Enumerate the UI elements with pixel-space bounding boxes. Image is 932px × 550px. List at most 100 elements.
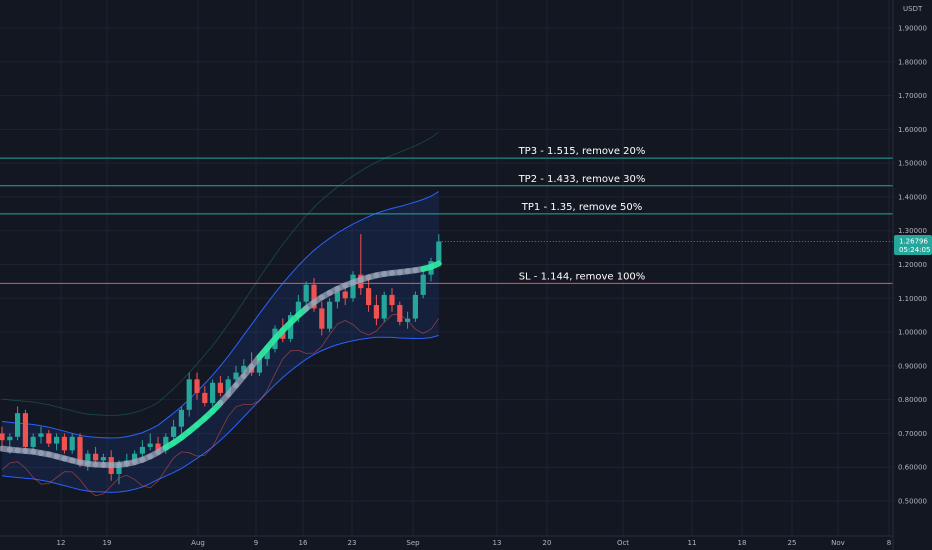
candle <box>46 430 52 447</box>
candle <box>69 433 75 454</box>
candle-body <box>350 274 356 299</box>
candle-body <box>15 413 21 437</box>
candle <box>186 372 192 417</box>
candle <box>436 234 442 265</box>
candle <box>420 271 426 299</box>
candle <box>373 294 379 326</box>
price-level-label: TP1 - 1.35, remove 50% <box>521 202 642 213</box>
candle-body <box>389 294 395 306</box>
last-price-label: 1.26796 <box>899 238 928 246</box>
candle <box>311 278 317 312</box>
candle-body <box>264 348 270 360</box>
countdown-label: 05:24:05 <box>899 246 930 254</box>
candle-body <box>319 308 325 329</box>
candle <box>397 301 403 326</box>
x-tick-label: 9 <box>254 539 258 547</box>
x-tick-label: 25 <box>788 539 797 547</box>
y-tick-label: 1.20000 <box>898 261 927 269</box>
y-tick-label: 1.80000 <box>898 58 927 66</box>
y-tick-label: 1.90000 <box>898 25 927 33</box>
candle-body <box>77 436 83 464</box>
candle <box>61 433 67 454</box>
candle-body <box>7 436 13 441</box>
band-outer <box>1 131 440 416</box>
bands <box>1 131 440 497</box>
y-tick-label: 0.90000 <box>898 362 927 370</box>
y-tick-label: 1.00000 <box>898 329 927 337</box>
candle-body <box>256 359 262 373</box>
candle-body <box>373 305 379 319</box>
band-lower <box>1 334 439 493</box>
y-tick-label: 0.50000 <box>898 498 927 506</box>
candle <box>202 386 208 407</box>
candle-body <box>303 284 309 302</box>
band-inner <box>1 313 440 497</box>
x-tick-label: 20 <box>543 539 552 547</box>
candle-body <box>295 301 301 316</box>
candle <box>210 379 216 407</box>
band-upper <box>1 191 440 439</box>
candle-body <box>405 318 411 322</box>
candle <box>288 311 294 343</box>
candle-body <box>69 436 75 451</box>
candle <box>412 291 418 322</box>
candle-body <box>54 436 60 444</box>
candle-body <box>171 426 177 437</box>
y-tick-label: 0.60000 <box>898 464 927 472</box>
candle <box>15 406 21 441</box>
last-price-badge-bg <box>894 235 932 255</box>
x-tick-label: Nov <box>831 539 845 547</box>
candle <box>178 406 184 434</box>
candle-body <box>397 305 403 322</box>
x-tick-label: 19 <box>103 539 112 547</box>
candle-body <box>288 315 294 339</box>
candle-body <box>342 291 348 299</box>
candle <box>381 291 387 322</box>
candle-body <box>93 453 99 461</box>
candle <box>303 281 309 309</box>
y-tick-label: 1.60000 <box>898 126 927 134</box>
candle-body <box>85 453 91 464</box>
y-tick-label: 0.70000 <box>898 430 927 438</box>
candle-body <box>147 443 153 447</box>
candle-body <box>420 274 426 295</box>
x-tick-label: 18 <box>738 539 747 547</box>
x-tick-label: Sep <box>406 539 420 547</box>
candle-body <box>38 433 44 437</box>
candle-body <box>100 457 106 461</box>
price-level-label: TP2 - 1.433, remove 30% <box>518 174 646 185</box>
candle <box>147 433 153 451</box>
candle-body <box>225 379 231 393</box>
candle-body <box>46 433 52 444</box>
candle <box>389 288 395 312</box>
time-axis[interactable]: 12 19 Aug 9 16 23 Sep 13 20 Oct 11 18 25 Nov 8 <box>0 535 893 547</box>
y-tick-label: 0.80000 <box>898 396 927 404</box>
y-tick-label: 1.50000 <box>898 160 927 168</box>
currency-label: USDT <box>903 5 923 13</box>
last-price-badge: 1.26796 05:24:05 <box>894 235 932 255</box>
x-tick-label: 11 <box>688 539 697 547</box>
candle-body <box>217 382 223 393</box>
candle <box>38 426 44 444</box>
x-tick-label: 16 <box>299 539 308 547</box>
x-tick-label: Aug <box>191 539 205 547</box>
candle <box>22 409 28 454</box>
candle-body <box>311 284 317 309</box>
candle-body <box>30 436 36 447</box>
y-tick-label: 1.70000 <box>898 92 927 100</box>
candle-body <box>202 392 208 404</box>
candle-body <box>366 288 372 306</box>
price-levels: TP3 - 1.515, remove 20% TP2 - 1.433, remo… <box>0 146 893 284</box>
x-tick-label: 12 <box>57 539 66 547</box>
candle-body <box>155 443 161 451</box>
candle-body <box>436 241 442 262</box>
candle <box>54 433 60 451</box>
candle-body <box>186 379 192 410</box>
price-axis[interactable]: USDT 1.90000 1.80000 1.70000 1.60000 1.50000… <box>892 0 927 550</box>
candle-body <box>22 413 28 447</box>
y-tick-label: 1.40000 <box>898 193 927 201</box>
candle <box>85 450 91 471</box>
candle <box>93 446 99 464</box>
